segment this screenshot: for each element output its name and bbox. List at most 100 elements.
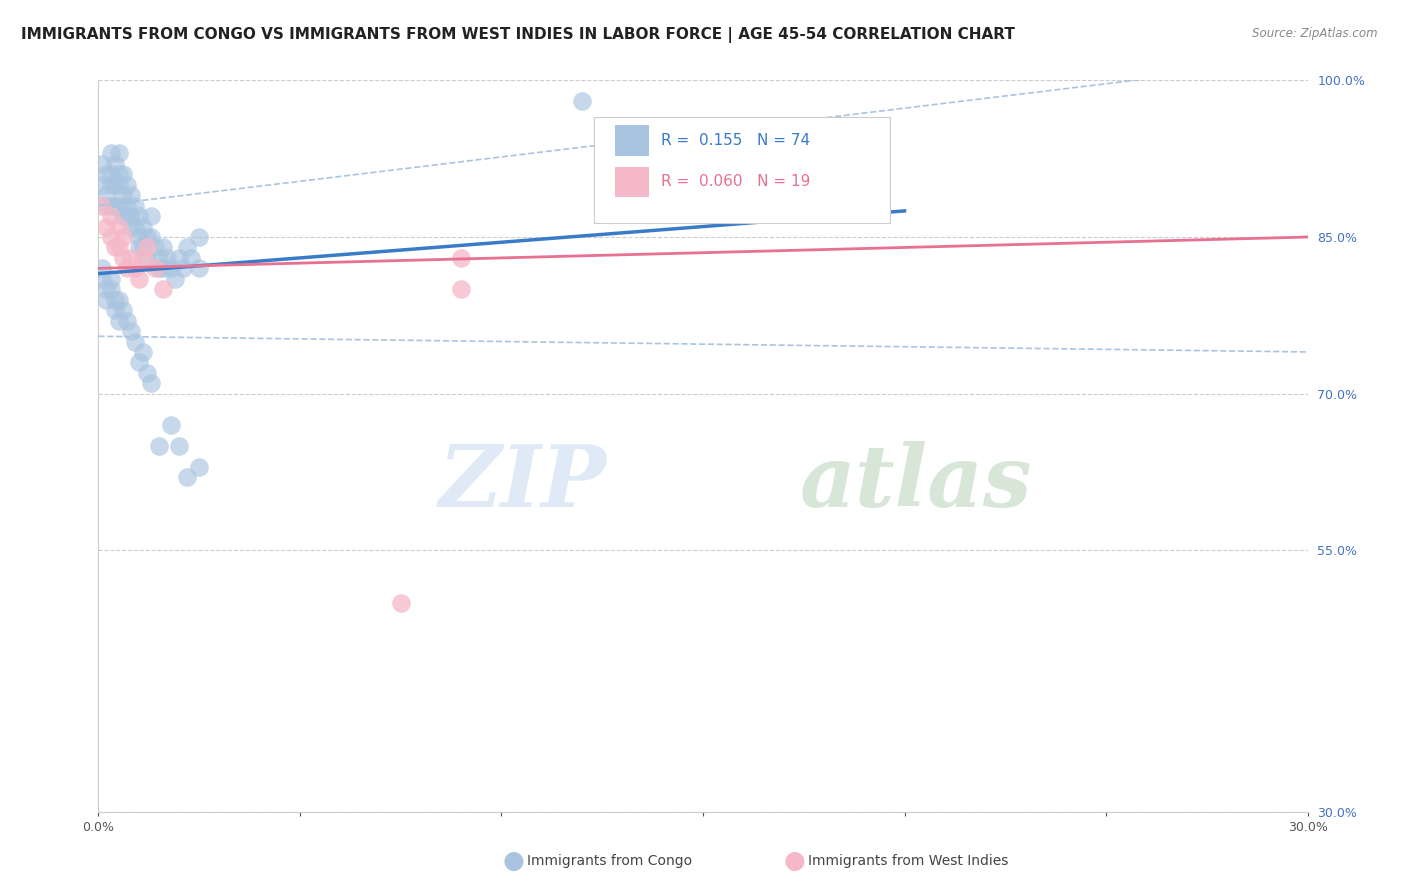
Point xyxy=(100,282,122,296)
Point xyxy=(188,459,211,474)
Point xyxy=(107,240,129,254)
Point xyxy=(143,240,166,254)
Point xyxy=(103,303,125,318)
Point xyxy=(91,178,114,192)
Point xyxy=(124,219,146,234)
Point xyxy=(132,219,155,234)
Text: R =  0.060   N = 19: R = 0.060 N = 19 xyxy=(661,175,810,189)
Point xyxy=(135,240,157,254)
Point xyxy=(135,251,157,265)
Point xyxy=(139,230,162,244)
Point xyxy=(100,230,122,244)
Point xyxy=(120,324,142,338)
Point xyxy=(96,219,118,234)
Point xyxy=(96,167,118,181)
Point xyxy=(120,219,142,234)
Point xyxy=(188,230,211,244)
Point xyxy=(148,251,170,265)
Point xyxy=(389,596,412,610)
Bar xyxy=(614,125,648,155)
Text: Immigrants from West Indies: Immigrants from West Indies xyxy=(808,854,1010,868)
Point xyxy=(152,240,174,254)
Point xyxy=(107,146,129,161)
Point xyxy=(132,251,155,265)
Text: R =  0.155   N = 74: R = 0.155 N = 74 xyxy=(661,133,810,148)
Point xyxy=(115,199,138,213)
Point xyxy=(100,178,122,192)
Point xyxy=(167,251,190,265)
Point xyxy=(100,209,122,223)
Point xyxy=(132,345,155,359)
Point xyxy=(120,251,142,265)
Point xyxy=(100,272,122,286)
Text: Immigrants from Congo: Immigrants from Congo xyxy=(527,854,692,868)
Point xyxy=(100,167,122,181)
Point xyxy=(163,272,186,286)
Text: ●: ● xyxy=(502,849,524,872)
Point xyxy=(132,240,155,254)
Point xyxy=(148,439,170,453)
Point xyxy=(160,261,183,276)
Point xyxy=(96,293,118,307)
Bar xyxy=(614,167,648,197)
Point xyxy=(172,261,194,276)
Point xyxy=(143,261,166,276)
Point xyxy=(128,272,150,286)
Point xyxy=(156,251,179,265)
Point xyxy=(111,251,134,265)
Point xyxy=(148,261,170,276)
Point xyxy=(115,178,138,192)
Point xyxy=(135,366,157,380)
Point xyxy=(96,188,118,202)
Point xyxy=(571,94,593,108)
Point xyxy=(188,261,211,276)
Text: Source: ZipAtlas.com: Source: ZipAtlas.com xyxy=(1253,27,1378,40)
Point xyxy=(111,188,134,202)
Point xyxy=(152,261,174,276)
Point xyxy=(103,293,125,307)
Text: ●: ● xyxy=(783,849,806,872)
Point xyxy=(176,240,198,254)
Point xyxy=(128,355,150,369)
Point xyxy=(450,251,472,265)
Point xyxy=(107,178,129,192)
Point xyxy=(111,209,134,223)
Point xyxy=(111,167,134,181)
Point xyxy=(115,261,138,276)
Point xyxy=(107,293,129,307)
Point xyxy=(103,199,125,213)
Point xyxy=(128,240,150,254)
Point xyxy=(91,261,114,276)
Text: atlas: atlas xyxy=(800,441,1032,524)
Text: IMMIGRANTS FROM CONGO VS IMMIGRANTS FROM WEST INDIES IN LABOR FORCE | AGE 45-54 : IMMIGRANTS FROM CONGO VS IMMIGRANTS FROM… xyxy=(21,27,1015,43)
Point xyxy=(91,157,114,171)
Text: ZIP: ZIP xyxy=(439,441,606,524)
Point xyxy=(103,178,125,192)
Point xyxy=(96,282,118,296)
Point xyxy=(91,272,114,286)
Point xyxy=(107,219,129,234)
Point xyxy=(152,282,174,296)
Point xyxy=(103,157,125,171)
Point xyxy=(450,282,472,296)
Point xyxy=(176,470,198,484)
Point xyxy=(160,418,183,433)
Point xyxy=(107,199,129,213)
Point xyxy=(103,240,125,254)
Point xyxy=(120,188,142,202)
Point xyxy=(91,199,114,213)
Point xyxy=(139,209,162,223)
Point xyxy=(96,199,118,213)
Point xyxy=(115,209,138,223)
Point xyxy=(107,313,129,327)
Point xyxy=(111,303,134,318)
Point xyxy=(107,167,129,181)
Point xyxy=(139,376,162,391)
Point xyxy=(128,230,150,244)
FancyBboxPatch shape xyxy=(595,117,890,223)
Point xyxy=(167,439,190,453)
Point xyxy=(124,334,146,349)
Point xyxy=(100,146,122,161)
Point xyxy=(100,199,122,213)
Point xyxy=(124,199,146,213)
